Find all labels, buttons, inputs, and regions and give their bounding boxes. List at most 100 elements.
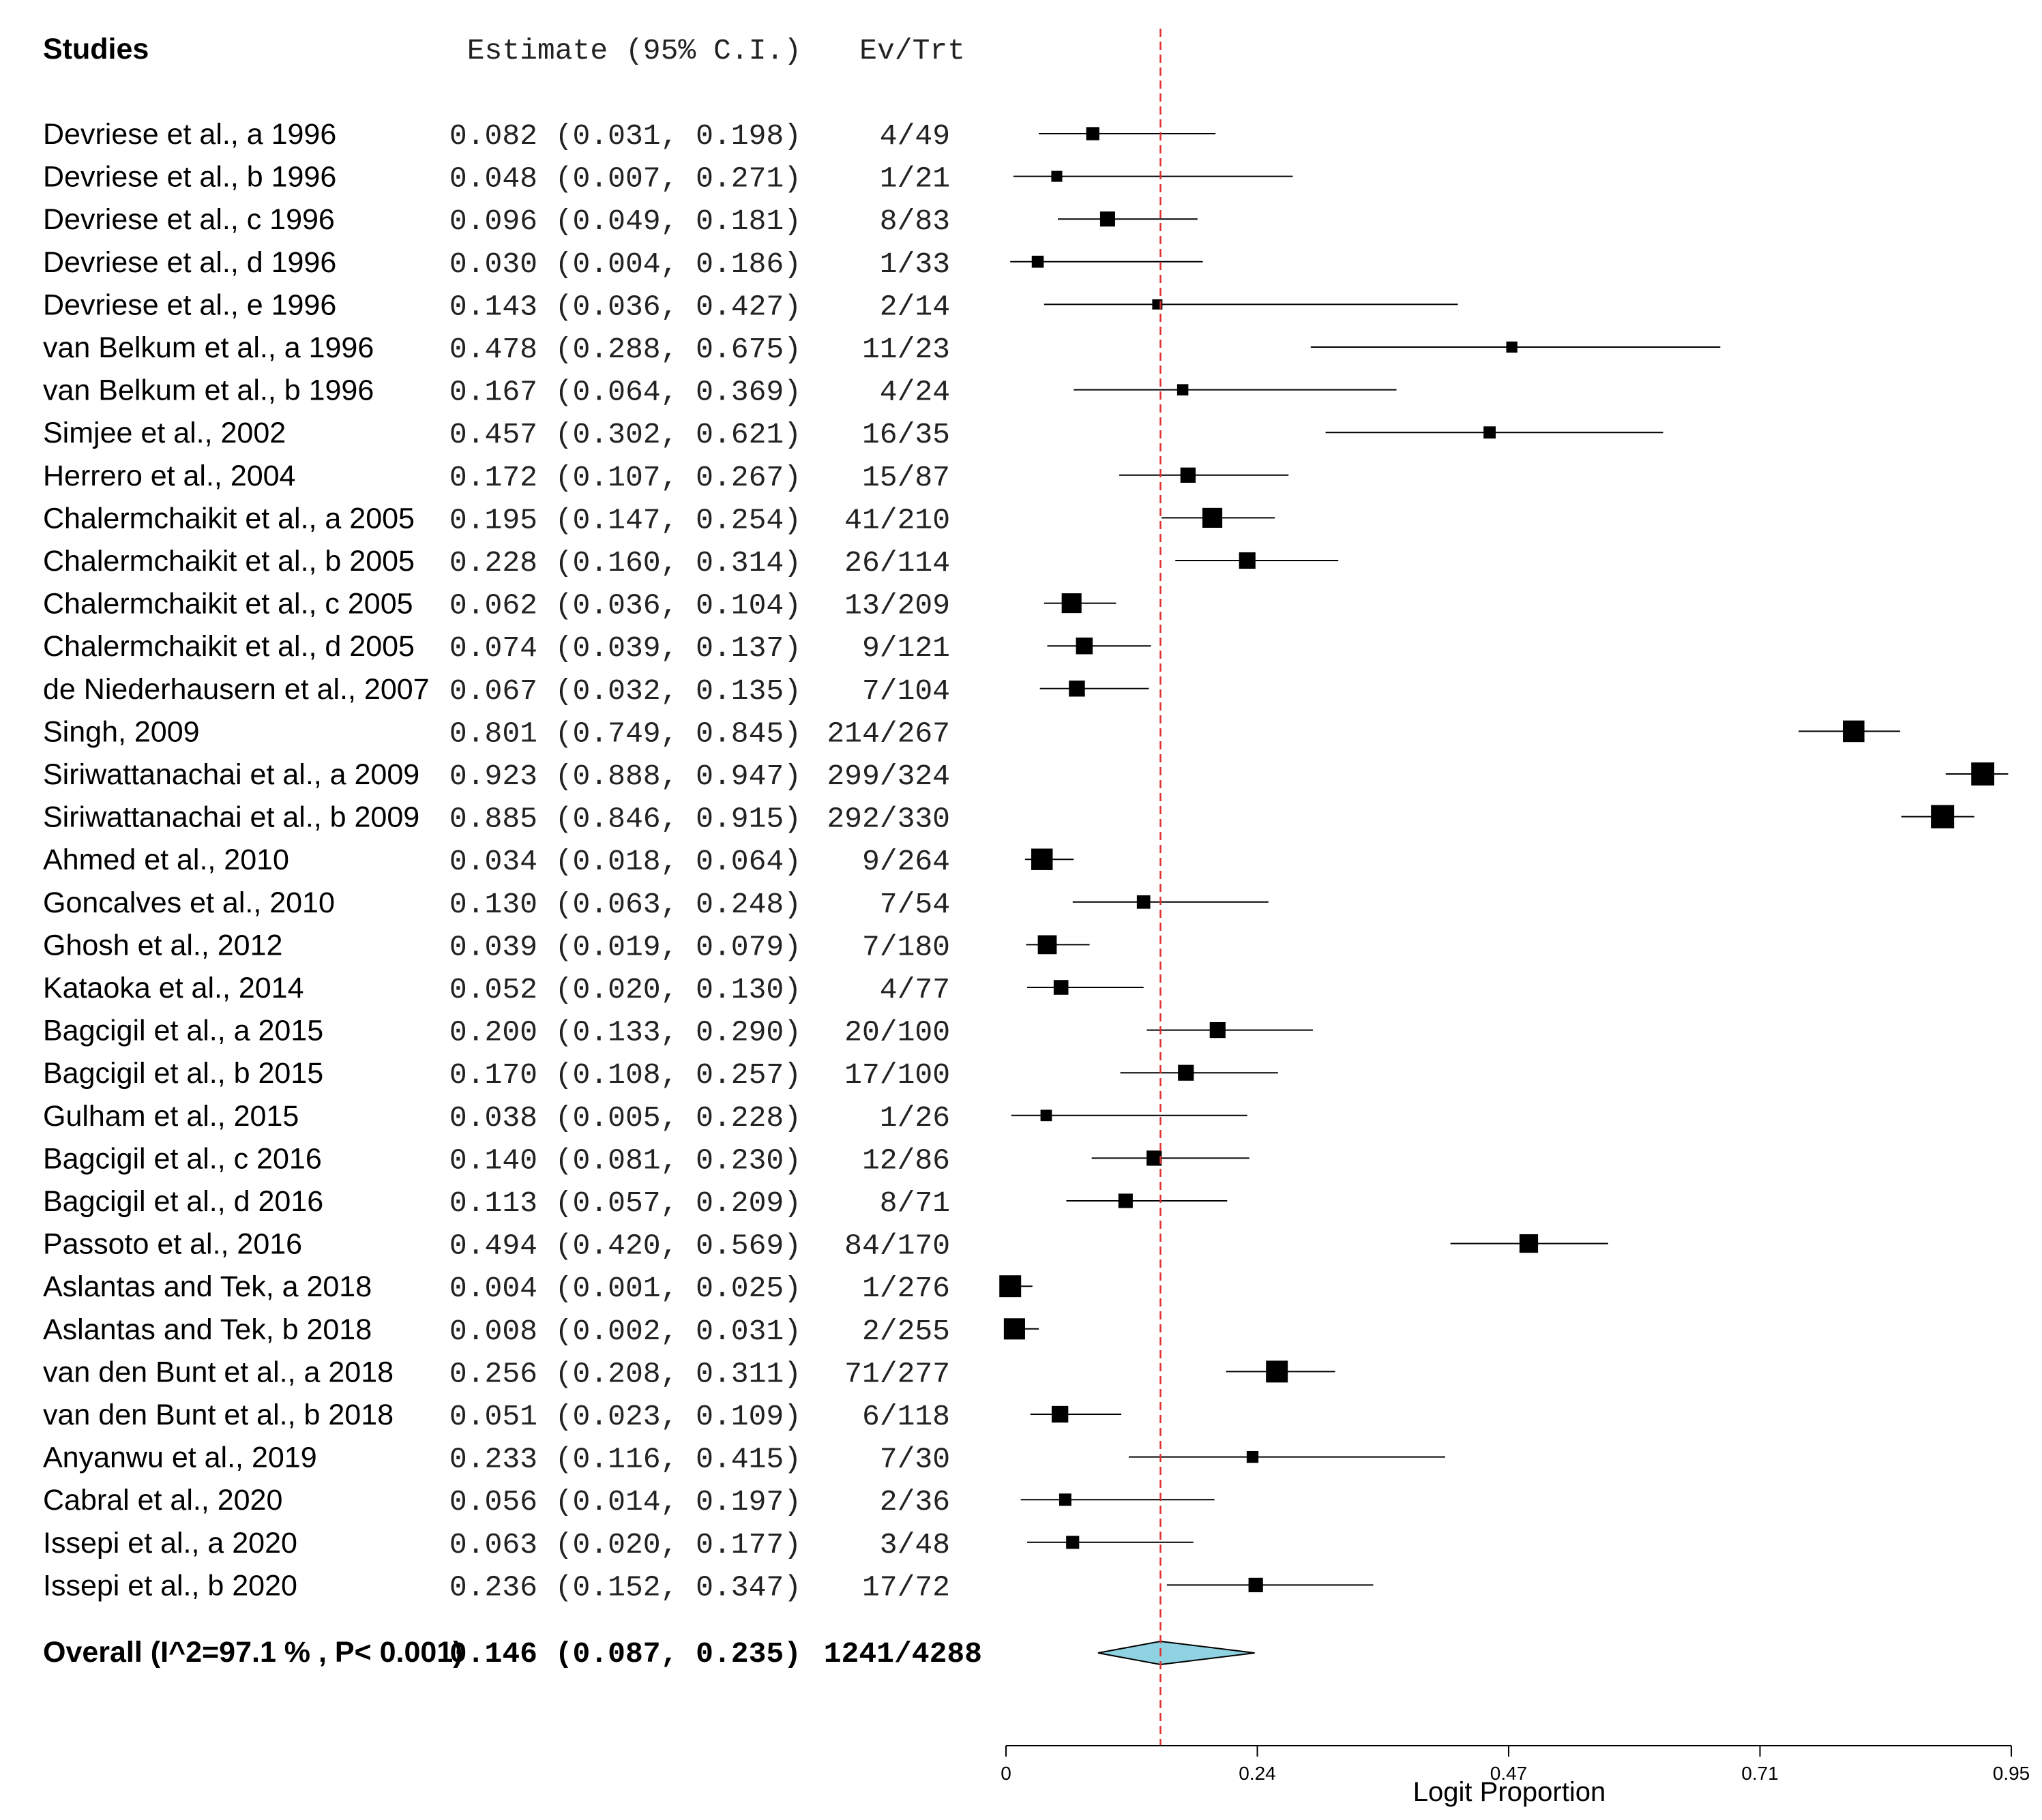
point-estimate xyxy=(1209,1021,1226,1039)
study-events: 17/72 xyxy=(862,1570,950,1604)
overall-events: 1241/4288 xyxy=(824,1637,982,1671)
study-estimate: 0.082 (0.031, 0.198) xyxy=(449,119,801,153)
study-events: 84/170 xyxy=(844,1229,950,1263)
study-estimate: 0.008 (0.002, 0.031) xyxy=(449,1315,801,1348)
study-label: Cabral et al., 2020 xyxy=(43,1484,282,1517)
study-label: Bagcigil et al., c 2016 xyxy=(43,1142,322,1175)
study-estimate: 0.140 (0.081, 0.230) xyxy=(449,1144,801,1177)
study-events: 1/276 xyxy=(862,1272,950,1305)
study-row: Cabral et al., 2020 0.056 (0.014, 0.197) 2… xyxy=(43,1484,1215,1519)
study-row: Bagcigil et al., b 2015 0.170 (0.108, 0.2… xyxy=(43,1057,1278,1092)
study-row: Siriwattanachai et al., a 2009 0.923 (0.8… xyxy=(43,758,2009,793)
study-events: 41/210 xyxy=(844,503,950,537)
point-estimate xyxy=(1266,1360,1288,1383)
study-label: van Belkum et al., a 1996 xyxy=(43,331,374,364)
point-estimate xyxy=(1246,1450,1259,1463)
point-estimate xyxy=(1061,593,1082,614)
study-events: 1/33 xyxy=(880,248,950,281)
study-row: van den Bunt et al., a 2018 0.256 (0.208,… xyxy=(43,1356,1335,1390)
study-estimate: 0.478 (0.288, 0.675) xyxy=(449,333,801,366)
study-estimate: 0.143 (0.036, 0.427) xyxy=(449,290,801,323)
study-label: Siriwattanachai et al., a 2009 xyxy=(43,758,419,791)
study-estimate: 0.038 (0.005, 0.228) xyxy=(449,1101,801,1135)
study-estimate: 0.256 (0.208, 0.311) xyxy=(449,1357,801,1390)
point-estimate xyxy=(1051,1405,1069,1423)
study-events: 214/267 xyxy=(827,717,950,750)
overall-label: Overall (I^2=97.1 % , P< 0.001) xyxy=(43,1636,463,1669)
point-estimate xyxy=(999,1275,1022,1298)
point-estimate xyxy=(1037,935,1057,955)
study-events: 4/49 xyxy=(880,119,950,153)
point-estimate xyxy=(1202,507,1223,528)
column-headers: Studies Estimate (95% C.I.) Ev/Trt xyxy=(43,33,965,68)
study-events: 4/77 xyxy=(880,973,950,1006)
study-label: Issepi et al., b 2020 xyxy=(43,1569,297,1602)
study-label: Ahmed et al., 2010 xyxy=(43,844,289,876)
point-estimate xyxy=(1519,1234,1539,1253)
study-events: 11/23 xyxy=(862,333,950,366)
overall-estimate: 0.146 (0.087, 0.235) xyxy=(449,1637,801,1671)
study-events: 20/100 xyxy=(844,1016,950,1049)
study-row: Herrero et al., 2004 0.172 (0.107, 0.267)… xyxy=(43,460,1289,494)
study-row: Gulham et al., 2015 0.038 (0.005, 0.228) 1… xyxy=(43,1100,1247,1135)
point-estimate xyxy=(1146,1150,1162,1166)
study-events: 7/30 xyxy=(880,1443,950,1476)
study-events: 7/104 xyxy=(862,674,950,708)
study-estimate: 0.048 (0.007, 0.271) xyxy=(449,162,801,196)
study-estimate: 0.051 (0.023, 0.109) xyxy=(449,1400,801,1433)
study-label: Devriese et al., d 1996 xyxy=(43,246,336,279)
study-events: 8/71 xyxy=(880,1187,950,1220)
study-label: Bagcigil et al., b 2015 xyxy=(43,1057,323,1090)
point-estimate xyxy=(1248,1577,1263,1593)
study-estimate: 0.130 (0.063, 0.248) xyxy=(449,888,801,921)
study-events: 71/277 xyxy=(844,1357,950,1390)
study-events: 2/255 xyxy=(862,1315,950,1348)
point-estimate xyxy=(1506,341,1518,353)
study-estimate: 0.885 (0.846, 0.915) xyxy=(449,803,801,836)
study-row: Chalermchaikit et al., d 2005 0.074 (0.03… xyxy=(43,630,1151,665)
study-estimate: 0.228 (0.160, 0.314) xyxy=(449,546,801,580)
study-label: van Belkum et al., b 1996 xyxy=(43,374,374,407)
study-label: van den Bunt et al., a 2018 xyxy=(43,1356,394,1388)
study-row: Ghosh et al., 2012 0.039 (0.019, 0.079) 7/… xyxy=(43,929,1090,964)
study-estimate: 0.801 (0.749, 0.845) xyxy=(449,717,801,750)
x-tick-label: 0.71 xyxy=(1741,1763,1779,1784)
point-estimate xyxy=(1059,1493,1071,1506)
study-events: 17/100 xyxy=(844,1058,950,1092)
study-events: 299/324 xyxy=(827,760,950,793)
study-events: 15/87 xyxy=(862,461,950,494)
study-row: Chalermchaikit et al., b 2005 0.228 (0.16… xyxy=(43,545,1339,580)
study-estimate: 0.034 (0.018, 0.064) xyxy=(449,845,801,878)
study-row: Bagcigil et al., d 2016 0.113 (0.057, 0.2… xyxy=(43,1185,1228,1220)
study-events: 9/264 xyxy=(862,845,950,878)
study-row: van Belkum et al., b 1996 0.167 (0.064, 0… xyxy=(43,374,1397,409)
study-row: Bagcigil et al., c 2016 0.140 (0.081, 0.2… xyxy=(43,1142,1249,1177)
study-estimate: 0.052 (0.020, 0.130) xyxy=(449,973,801,1006)
study-estimate: 0.096 (0.049, 0.181) xyxy=(449,205,801,238)
x-tick-label: 0.95 xyxy=(1993,1763,2030,1784)
study-row: Issepi et al., b 2020 0.236 (0.152, 0.347… xyxy=(43,1569,1374,1604)
study-events: 26/114 xyxy=(844,546,950,580)
study-label: Passoto et al., 2016 xyxy=(43,1228,302,1261)
study-label: Simjee et al., 2002 xyxy=(43,417,286,449)
study-label: Chalermchaikit et al., a 2005 xyxy=(43,502,415,535)
point-estimate xyxy=(1069,681,1085,697)
x-tick-label: 0.24 xyxy=(1239,1763,1276,1784)
study-label: van den Bunt et al., b 2018 xyxy=(43,1399,394,1431)
study-estimate: 0.062 (0.036, 0.104) xyxy=(449,589,801,623)
study-label: Singh, 2009 xyxy=(43,715,200,748)
header-estimate: Estimate (95% C.I.) xyxy=(467,34,801,68)
study-label: Chalermchaikit et al., c 2005 xyxy=(43,588,413,621)
study-events: 16/35 xyxy=(862,418,950,451)
study-row: Siriwattanachai et al., b 2009 0.885 (0.8… xyxy=(43,801,1974,836)
point-estimate xyxy=(1051,170,1063,182)
point-estimate xyxy=(1931,805,1955,829)
study-row: Devriese et al., c 1996 0.096 (0.049, 0.1… xyxy=(43,203,1198,238)
study-events: 2/36 xyxy=(880,1485,950,1519)
study-row: Aslantas and Tek, a 2018 0.004 (0.001, 0.… xyxy=(43,1270,1033,1305)
point-estimate xyxy=(1136,895,1151,909)
study-row: Simjee et al., 2002 0.457 (0.302, 0.621) 1… xyxy=(43,417,1663,451)
study-events: 12/86 xyxy=(862,1144,950,1177)
study-estimate: 0.195 (0.147, 0.254) xyxy=(449,503,801,537)
